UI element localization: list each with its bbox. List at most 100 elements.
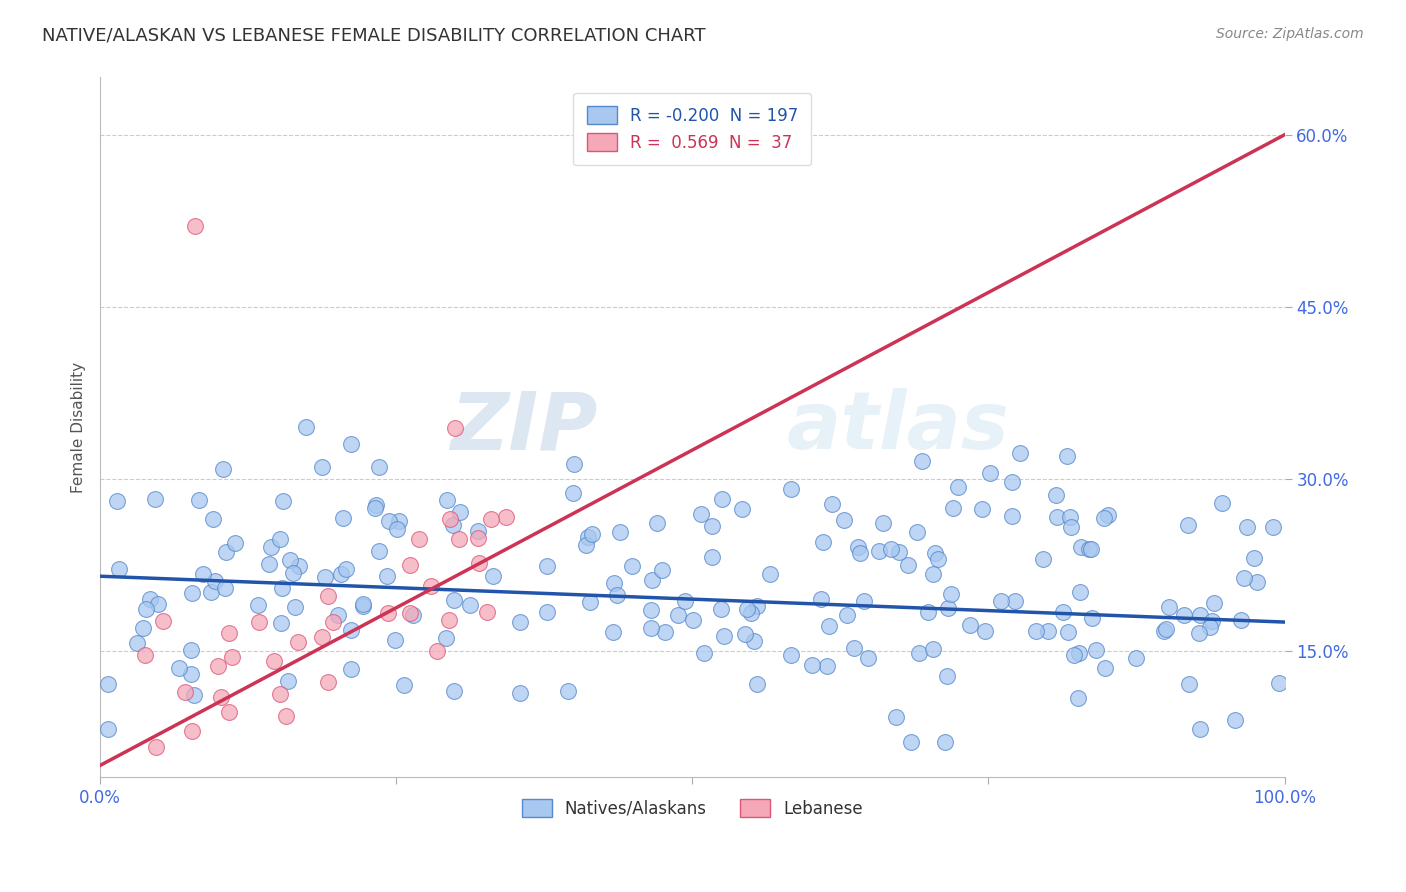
Point (439, 512, 461, 526)
Point (1223, 713, 1246, 727)
Point (467, 531, 489, 545)
Point (911, 454, 934, 468)
Point (640, 621, 662, 635)
Point (278, 553, 301, 567)
Point (201, 512, 224, 526)
Point (183, 688, 205, 702)
Point (842, 640, 865, 655)
Point (1060, 520, 1083, 534)
Point (1177, 517, 1199, 532)
Point (934, 735, 956, 749)
Point (207, 659, 229, 673)
Point (710, 491, 733, 506)
Point (1154, 622, 1177, 636)
Point (936, 600, 959, 615)
Point (146, 598, 169, 612)
Point (191, 566, 214, 581)
Point (1025, 624, 1047, 638)
Point (880, 541, 903, 556)
Point (420, 579, 443, 593)
Point (318, 589, 340, 603)
Point (125, 781, 148, 796)
Point (832, 513, 855, 527)
Point (167, 661, 190, 675)
Point (138, 592, 160, 607)
Point (1246, 574, 1268, 589)
Point (443, 593, 465, 607)
Point (872, 516, 894, 531)
Point (1233, 571, 1256, 585)
Point (1201, 615, 1223, 629)
Point (385, 522, 408, 536)
Point (579, 595, 602, 609)
Point (311, 460, 333, 475)
Point (970, 502, 993, 516)
Point (747, 677, 769, 691)
Point (211, 461, 233, 475)
Point (135, 781, 157, 796)
Point (1067, 647, 1090, 661)
Point (1001, 508, 1024, 523)
Point (740, 606, 762, 620)
Point (886, 709, 908, 723)
Point (603, 576, 626, 591)
Point (340, 662, 363, 676)
Point (318, 675, 340, 690)
Point (1268, 675, 1291, 690)
Point (990, 594, 1012, 608)
Point (434, 631, 457, 645)
Point (447, 532, 470, 546)
Point (936, 669, 959, 683)
Point (392, 678, 415, 692)
Point (1001, 475, 1024, 490)
Point (917, 605, 939, 619)
Point (1004, 593, 1026, 607)
Point (224, 535, 246, 549)
Point (1045, 488, 1067, 502)
Point (900, 735, 922, 749)
Point (973, 624, 995, 638)
Point (152, 614, 174, 628)
Point (479, 512, 502, 526)
Point (1243, 551, 1265, 566)
Point (1046, 510, 1069, 524)
Point (509, 686, 531, 700)
Point (849, 546, 872, 560)
Point (1057, 624, 1080, 639)
Point (426, 643, 449, 657)
Legend: Natives/Alaskans, Lebanese: Natives/Alaskans, Lebanese (515, 792, 870, 824)
Point (437, 613, 460, 627)
Point (946, 480, 969, 494)
Point (1198, 620, 1220, 634)
Point (363, 501, 385, 516)
Point (887, 544, 910, 558)
Point (666, 607, 689, 622)
Point (907, 646, 929, 660)
Point (576, 530, 599, 544)
Point (284, 599, 307, 614)
Point (731, 502, 754, 516)
Point (482, 569, 505, 583)
Point (134, 648, 156, 663)
Point (214, 581, 236, 595)
Point (326, 607, 349, 622)
Point (330, 566, 353, 581)
Point (922, 642, 945, 657)
Point (810, 592, 832, 607)
Point (609, 525, 631, 540)
Point (145, 740, 167, 755)
Point (215, 545, 238, 559)
Point (1067, 690, 1090, 705)
Point (1069, 585, 1091, 599)
Point (108, 562, 131, 576)
Point (1188, 626, 1211, 640)
Point (436, 493, 458, 508)
Point (441, 517, 464, 532)
Text: ZIP: ZIP (450, 388, 598, 467)
Point (927, 551, 949, 566)
Point (673, 594, 696, 608)
Point (1052, 605, 1074, 619)
Point (1263, 520, 1285, 534)
Point (184, 219, 207, 234)
Point (734, 627, 756, 641)
